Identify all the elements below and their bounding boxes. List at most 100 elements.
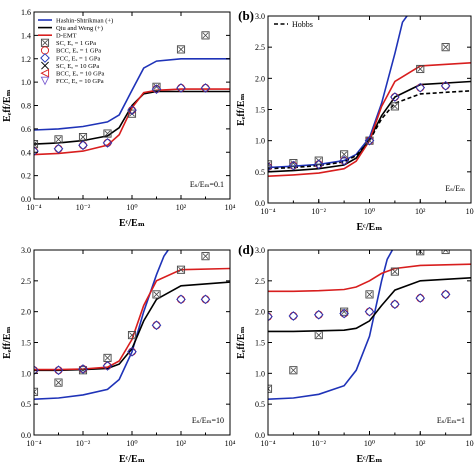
- y-tick-label: 2.5: [255, 277, 265, 286]
- legend-entry: Qiu and Weng (+): [56, 25, 103, 32]
- data-marker: [339, 308, 349, 319]
- data-marker: [313, 309, 324, 320]
- x-tick-label: 10²: [176, 203, 187, 212]
- y-tick-label: 2.0: [255, 308, 265, 317]
- data-marker: [103, 129, 112, 138]
- hobbs-legend: Hobbs: [274, 20, 313, 29]
- data-marker: [390, 267, 399, 276]
- data-marker: [54, 135, 63, 144]
- series-line-d-emt: [268, 62, 471, 177]
- ratio-annotation: Eₛ/Eₘ=10: [192, 416, 224, 425]
- data-marker: [289, 366, 298, 375]
- legend-entry: Hashin-Shtrikman (+): [56, 17, 113, 24]
- y-axis-title: Eₑff/Eₘ: [2, 89, 13, 122]
- x-tick-label: 10⁴: [466, 439, 474, 448]
- data-marker: [127, 346, 137, 357]
- series-line-hobbs: [268, 90, 471, 170]
- data-marker: [390, 92, 400, 102]
- x-tick-label: 10⁻⁴: [260, 439, 275, 448]
- y-tick-label: 1.6: [21, 8, 31, 17]
- data-marker: [441, 250, 450, 255]
- x-axis-title: Eᶜ/Eₘ: [119, 218, 145, 229]
- data-marker: [201, 31, 210, 40]
- series-line-hashin-shtrikman-: [34, 58, 230, 131]
- data-marker: [176, 45, 186, 54]
- ratio-annotation: Eₛ/Eₘ=1: [437, 416, 465, 425]
- data-marker: [151, 84, 162, 94]
- data-marker: [176, 294, 186, 305]
- y-tick-label: 0.5: [255, 400, 265, 409]
- y-tick-label: 3.0: [21, 246, 31, 255]
- data-marker: [416, 294, 425, 303]
- data-marker: [268, 160, 273, 169]
- y-tick-label: 1.0: [21, 78, 31, 87]
- data-marker: [313, 159, 324, 170]
- data-marker: [416, 64, 425, 74]
- x-tick-label: 10⁴: [466, 207, 474, 216]
- legend-entry: SC, Eₓ = 10 GPa: [56, 63, 99, 70]
- chart-panel-3: 10⁻⁴ 10⁻² 10⁰ 10² 10⁴ 0.0 0.5 1.0 1.5 2.0 2.5 3.0 Eᶜ…: [2, 246, 236, 465]
- legend-entry: BCC, Eₓ = 1 GPa: [56, 48, 101, 55]
- data-marker: [78, 133, 88, 142]
- legend-entry: Hobbs: [292, 20, 313, 29]
- y-tick-label: 2.5: [255, 43, 265, 52]
- plot-frame: [33, 249, 231, 436]
- series-line-qiu-and-weng-: [268, 277, 471, 333]
- data-marker: [103, 353, 112, 362]
- x-tick-label: 10⁰: [364, 207, 375, 216]
- data-marker: [314, 331, 323, 340]
- y-tick-label: 3.0: [255, 12, 265, 21]
- y-tick-label: 0.0: [255, 199, 265, 208]
- data-marker: [152, 290, 161, 299]
- x-tick-label: 10⁻²: [311, 207, 326, 216]
- series-line-d-emt: [268, 263, 471, 293]
- series-line-hashin-shtrikman-: [34, 250, 169, 400]
- x-tick-label: 10²: [415, 207, 426, 216]
- x-tick-label: 10⁻⁴: [26, 203, 41, 212]
- x-axis-title: Eᶜ/Eₘ: [119, 454, 145, 465]
- series-line-hashin-shtrikman-: [268, 250, 394, 400]
- data-marker: [201, 83, 210, 93]
- data-marker: [127, 105, 137, 116]
- data-marker: [78, 364, 88, 374]
- panel-label: (d): [238, 242, 254, 257]
- x-tick-label: 10⁻²: [76, 203, 91, 212]
- y-axis-title: Eₑff/Eₘ: [236, 326, 247, 359]
- data-marker: [176, 83, 186, 93]
- data-marker: [289, 159, 298, 168]
- chart-panel-4: 10⁻⁴ 10⁻² 10⁰ 10² 10⁴ 0.0 0.5 1.0 1.5 2.0 2.5 3.0 Eᶜ…: [236, 242, 474, 465]
- data-marker: [440, 289, 451, 300]
- y-tick-label: 0.8: [21, 102, 31, 111]
- x-tick-label: 10⁻⁴: [260, 207, 275, 216]
- data-marker: [200, 83, 211, 93]
- series-line-qiu-and-weng-: [34, 90, 230, 145]
- x-tick-label: 10⁰: [126, 439, 137, 448]
- series-line-d-emt: [34, 88, 230, 156]
- y-tick-label: 0.5: [21, 400, 31, 409]
- x-tick-label: 10⁻⁴: [26, 439, 41, 448]
- data-marker: [34, 146, 39, 156]
- x-tick-label: 10²: [176, 439, 187, 448]
- data-marker: [390, 300, 399, 309]
- x-tick-label: 10²: [415, 439, 426, 448]
- data-marker: [176, 83, 186, 93]
- y-tick-label: 1.5: [255, 339, 265, 348]
- data-marker: [151, 320, 162, 331]
- chart-panel-1: 10⁻⁴ 10⁻² 10⁰ 10² 10⁴ 0.0 0.2 0.4 0.6 0.8 1.0 1.2 1.…: [2, 8, 236, 229]
- y-tick-label: 0.4: [21, 148, 31, 157]
- data-marker: [53, 365, 64, 376]
- ratio-annotation: Eₛ/Eₘ=0.1: [190, 180, 224, 189]
- panel-label: (b): [238, 8, 254, 23]
- series-line-hashin-shtrikman-: [268, 16, 408, 169]
- data-marker: [34, 140, 39, 149]
- data-marker: [268, 384, 273, 393]
- data-marker: [54, 378, 63, 387]
- legend-entry: BCC, Eₓ = 10 GPa: [56, 71, 104, 78]
- legend-entry: SC, Eₓ = 1 GPa: [56, 40, 96, 47]
- y-tick-label: 1.5: [255, 106, 265, 115]
- data-marker: [102, 361, 113, 371]
- data-marker: [78, 140, 88, 151]
- data-marker: [289, 311, 298, 321]
- legend-entry: FCC, Eₓ = 10 GPa: [56, 78, 104, 85]
- data-marker: [201, 295, 210, 304]
